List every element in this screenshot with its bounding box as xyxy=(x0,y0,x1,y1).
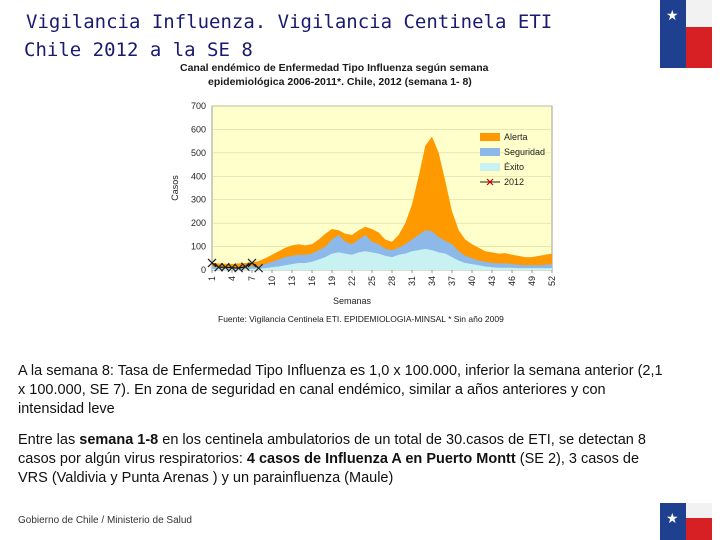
legend-label: Seguridad xyxy=(504,147,545,157)
x-tick-label: 49 xyxy=(527,276,537,286)
paragraph-sentinel: Entre las semana 1-8 en los centinela am… xyxy=(18,431,663,488)
y-tick-label: 600 xyxy=(191,124,206,134)
x-tick-label: 34 xyxy=(427,276,437,286)
paragraph-week8: A la semana 8: Tasa de Enfermedad Tipo I… xyxy=(18,362,663,419)
x-tick-label: 31 xyxy=(407,276,417,286)
paragraph-week8-rest: inferior la semana anterior (2,1 x 100.0… xyxy=(18,363,663,417)
x-tick-label: 22 xyxy=(347,276,357,286)
y-tick-label: 700 xyxy=(191,101,206,111)
paragraph-sentinel-c: en los centinela ambulatorios de un tota… xyxy=(18,432,646,467)
x-tick-label: 7 xyxy=(247,276,257,281)
legend-swatch-seguridad xyxy=(480,148,500,156)
point-2012 xyxy=(214,262,224,272)
x-tick-label: 52 xyxy=(547,276,557,286)
area-éxito xyxy=(212,248,552,270)
point-2012 xyxy=(247,258,257,268)
legend-label: 2012 xyxy=(504,177,524,187)
star-icon: ★ xyxy=(666,7,679,23)
footer-ministry: Gobierno de Chile / Ministerio de Salud xyxy=(18,515,192,526)
flag-emblem-top: ★ xyxy=(660,0,712,68)
chart-title: Canal endémico de Enfermedad Tipo Influe… xyxy=(180,61,580,89)
endemic-channel-chart: 0 100 200 300 400 500 600 700 Casos 1 4 7 10 13 16 19 22… xyxy=(170,101,557,306)
x-axis-label: Semanas xyxy=(333,296,372,306)
legend-marker-2012 xyxy=(486,178,494,186)
chart-title-line-1: Canal endémico de Enfermedad Tipo Influe… xyxy=(180,62,489,74)
legend-swatch-éxito xyxy=(480,163,500,171)
x-tick-label: 43 xyxy=(487,276,497,286)
legend-swatch-alerta xyxy=(480,133,500,141)
point-2012 xyxy=(207,258,217,268)
point-2012 xyxy=(220,262,230,272)
point-2012 xyxy=(227,263,237,273)
star-icon: ★ xyxy=(666,510,679,526)
point-2012 xyxy=(240,262,250,272)
paragraph-sentinel-weeks: semana 1-8 xyxy=(79,432,159,448)
x-tick-label: 19 xyxy=(327,276,337,286)
x-tick-label: 10 xyxy=(267,276,277,286)
point-2012 xyxy=(234,263,244,273)
x-tick-label: 16 xyxy=(307,276,317,286)
y-tick-label: 200 xyxy=(191,218,206,228)
paragraph-week8-lead: A la semana 8: Tasa de Enfermedad Tipo I… xyxy=(18,363,462,379)
legend-label: Alerta xyxy=(504,132,528,142)
x-tick-label: 1 xyxy=(207,276,217,281)
area-alerta xyxy=(212,136,552,270)
y-axis-label: Casos xyxy=(170,175,180,201)
paragraph-sentinel-a: Entre las xyxy=(18,432,80,448)
x-tick-label: 28 xyxy=(387,276,397,286)
point-2012 xyxy=(254,263,264,273)
chart-source: Fuente: Vigilancia Centinela ETI. EPIDEM… xyxy=(218,314,504,324)
chart-title-line-2: epidemiológica 2006-2011*. Chile, 2012 (… xyxy=(208,76,472,88)
x-tick-label: 37 xyxy=(447,276,457,286)
slide-title: Vigilancia Influenza. Vigilancia Centine… xyxy=(24,8,553,64)
paragraph-sentinel-e: (SE 2), 3 casos de VRS (Valdivia y Punta… xyxy=(18,451,640,486)
y-tick-label: 300 xyxy=(191,195,206,205)
flag-emblem-bottom: ★ xyxy=(660,503,712,540)
x-tick-label: 13 xyxy=(287,276,297,286)
title-line-1: Vigilancia Influenza. Vigilancia Centine… xyxy=(26,11,553,33)
y-tick-label: 0 xyxy=(201,265,206,275)
x-tick-label: 46 xyxy=(507,276,517,286)
y-tick-label: 100 xyxy=(191,242,206,252)
x-tick-label: 4 xyxy=(227,276,237,281)
y-tick-label: 400 xyxy=(191,171,206,181)
title-line-2: Chile 2012 a la SE 8 xyxy=(24,39,253,61)
x-tick-label: 40 xyxy=(467,276,477,286)
legend-label: Éxito xyxy=(504,162,524,172)
paragraph-sentinel-influenza: 4 casos de Influenza A en Puerto Montt xyxy=(246,451,516,467)
area-seguridad xyxy=(212,230,552,270)
y-tick-label: 500 xyxy=(191,148,206,158)
x-tick-label: 25 xyxy=(367,276,377,286)
